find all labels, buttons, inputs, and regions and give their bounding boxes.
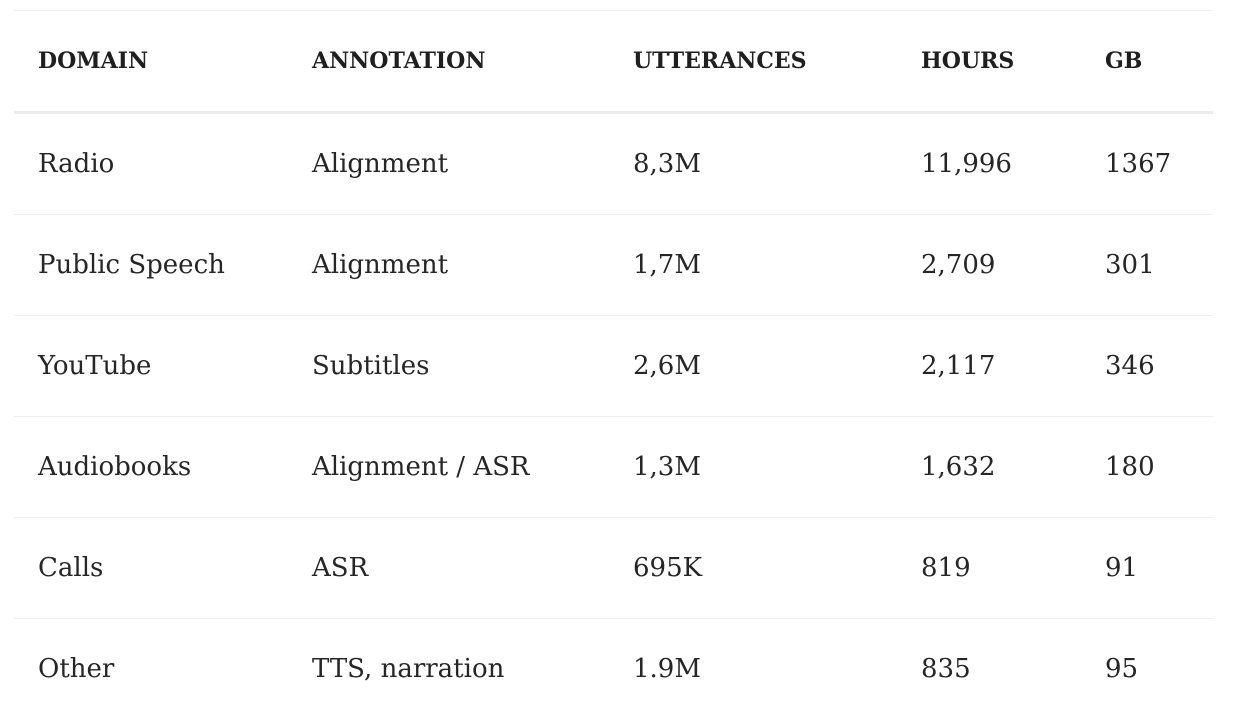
- cell-utterances: 1,7M: [609, 215, 897, 316]
- cell-hours: 1,632: [897, 417, 1081, 518]
- cell-domain: YouTube: [14, 316, 288, 417]
- cell-utterances: 695K: [609, 518, 897, 619]
- cell-domain: Other: [14, 619, 288, 720]
- cell-domain: Calls: [14, 518, 288, 619]
- cell-domain: Public Speech: [14, 215, 288, 316]
- header-annotation: ANNOTATION: [288, 11, 609, 113]
- cell-utterances: 8,3M: [609, 113, 897, 215]
- header-domain: DOMAIN: [14, 11, 288, 113]
- table-row: YouTube Subtitles 2,6M 2,117 346: [14, 316, 1213, 417]
- cell-gb: 301: [1081, 215, 1213, 316]
- cell-gb: 180: [1081, 417, 1213, 518]
- cell-annotation: Alignment: [288, 113, 609, 215]
- cell-utterances: 2,6M: [609, 316, 897, 417]
- cell-annotation: ASR: [288, 518, 609, 619]
- cell-hours: 2,709: [897, 215, 1081, 316]
- cell-gb: 91: [1081, 518, 1213, 619]
- table-row: Radio Alignment 8,3M 11,996 1367: [14, 113, 1213, 215]
- dataset-table: DOMAIN ANNOTATION UTTERANCES HOURS GB Ra…: [14, 11, 1213, 719]
- table-body: Radio Alignment 8,3M 11,996 1367 Public …: [14, 113, 1213, 720]
- cell-annotation: Alignment: [288, 215, 609, 316]
- cell-annotation: Alignment / ASR: [288, 417, 609, 518]
- cell-annotation: TTS, narration: [288, 619, 609, 720]
- table-row: Public Speech Alignment 1,7M 2,709 301: [14, 215, 1213, 316]
- cell-gb: 346: [1081, 316, 1213, 417]
- cell-gb: 95: [1081, 619, 1213, 720]
- header-gb: GB: [1081, 11, 1213, 113]
- cell-utterances: 1.9M: [609, 619, 897, 720]
- cell-domain: Audiobooks: [14, 417, 288, 518]
- header-utterances: UTTERANCES: [609, 11, 897, 113]
- table-row: Other TTS, narration 1.9M 835 95: [14, 619, 1213, 720]
- cell-hours: 11,996: [897, 113, 1081, 215]
- cell-hours: 835: [897, 619, 1081, 720]
- cell-hours: 2,117: [897, 316, 1081, 417]
- table-row: Audiobooks Alignment / ASR 1,3M 1,632 18…: [14, 417, 1213, 518]
- table-row: Calls ASR 695K 819 91: [14, 518, 1213, 619]
- cell-gb: 1367: [1081, 113, 1213, 215]
- table-header: DOMAIN ANNOTATION UTTERANCES HOURS GB: [14, 11, 1213, 113]
- cell-annotation: Subtitles: [288, 316, 609, 417]
- header-row: DOMAIN ANNOTATION UTTERANCES HOURS GB: [14, 11, 1213, 113]
- cell-hours: 819: [897, 518, 1081, 619]
- header-hours: HOURS: [897, 11, 1081, 113]
- cell-domain: Radio: [14, 113, 288, 215]
- dataset-table-container: DOMAIN ANNOTATION UTTERANCES HOURS GB Ra…: [14, 10, 1213, 719]
- cell-utterances: 1,3M: [609, 417, 897, 518]
